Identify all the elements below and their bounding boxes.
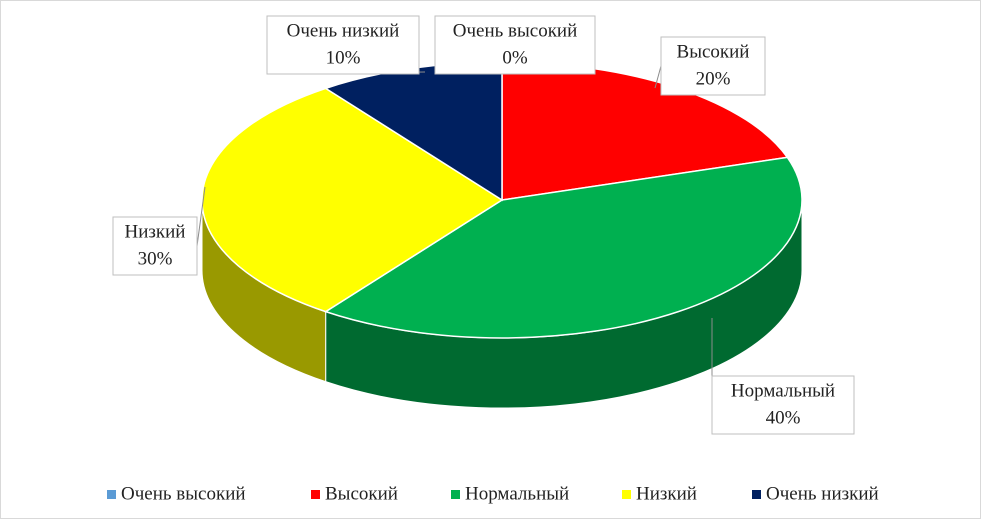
label-box — [711, 375, 855, 435]
data-label-name: Очень низкий — [287, 20, 400, 41]
data-label-value: 10% — [326, 47, 361, 68]
data-label-value: 40% — [766, 407, 801, 428]
data-label-name: Низкий — [125, 221, 186, 242]
pie-slice — [201, 87, 504, 313]
legend-swatch — [451, 490, 460, 499]
data-label-value: 0% — [502, 47, 528, 68]
label-box — [112, 216, 198, 276]
legend-swatch — [622, 490, 631, 499]
legend-label: Очень высокий — [121, 483, 246, 504]
label-box — [434, 15, 596, 75]
legend-label: Нормальный — [465, 483, 569, 504]
legend-swatch — [752, 490, 761, 499]
data-label-value: 30% — [138, 248, 173, 269]
label-box — [660, 36, 766, 96]
legend-label: Низкий — [636, 483, 697, 504]
data-label-name: Нормальный — [731, 380, 835, 401]
label-box — [266, 15, 420, 75]
data-label-name: Очень высокий — [453, 20, 578, 41]
pie-slice — [323, 156, 803, 339]
legend-label: Высокий — [325, 483, 398, 504]
legend-swatch — [107, 490, 116, 499]
data-label-value: 20% — [696, 68, 731, 89]
leader-line — [654, 65, 662, 89]
data-label-name: Высокий — [677, 41, 750, 62]
legend-label: Очень низкий — [766, 483, 879, 504]
leader-line — [196, 186, 206, 247]
legend-swatch — [311, 490, 320, 499]
